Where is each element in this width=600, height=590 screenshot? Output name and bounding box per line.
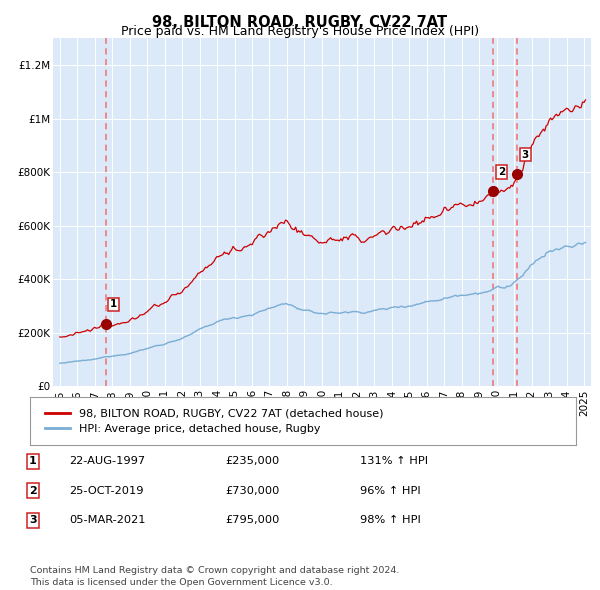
Text: 98% ↑ HPI: 98% ↑ HPI	[360, 516, 421, 525]
Text: £730,000: £730,000	[225, 486, 280, 496]
Text: 96% ↑ HPI: 96% ↑ HPI	[360, 486, 421, 496]
Text: 98, BILTON ROAD, RUGBY, CV22 7AT: 98, BILTON ROAD, RUGBY, CV22 7AT	[152, 15, 448, 30]
Text: 3: 3	[29, 516, 37, 525]
Legend: 98, BILTON ROAD, RUGBY, CV22 7AT (detached house), HPI: Average price, detached : 98, BILTON ROAD, RUGBY, CV22 7AT (detach…	[41, 404, 388, 438]
Text: 25-OCT-2019: 25-OCT-2019	[69, 486, 143, 496]
Text: 131% ↑ HPI: 131% ↑ HPI	[360, 457, 428, 466]
Text: Price paid vs. HM Land Registry's House Price Index (HPI): Price paid vs. HM Land Registry's House …	[121, 25, 479, 38]
Text: 22-AUG-1997: 22-AUG-1997	[69, 457, 145, 466]
Text: 3: 3	[521, 149, 529, 159]
Text: 1: 1	[29, 457, 37, 466]
Text: 2: 2	[498, 167, 505, 177]
Text: 05-MAR-2021: 05-MAR-2021	[69, 516, 146, 525]
Text: Contains HM Land Registry data © Crown copyright and database right 2024.
This d: Contains HM Land Registry data © Crown c…	[30, 566, 400, 587]
Text: £795,000: £795,000	[225, 516, 280, 525]
Text: £235,000: £235,000	[225, 457, 279, 466]
Text: 2: 2	[29, 486, 37, 496]
Text: 1: 1	[110, 300, 118, 310]
